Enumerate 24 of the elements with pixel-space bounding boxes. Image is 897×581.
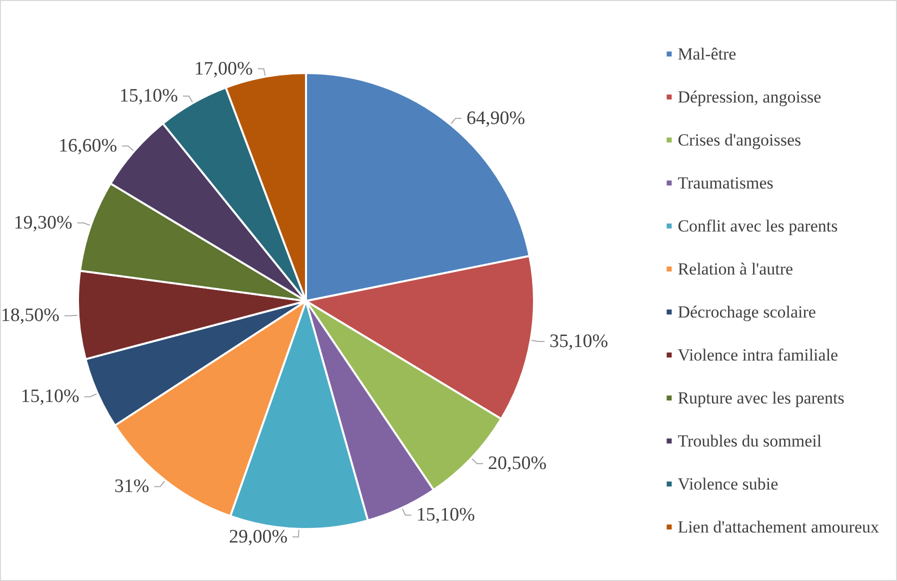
legend-label: Troubles du sommeil <box>678 432 822 450</box>
data-label: 15,10% <box>416 504 476 526</box>
legend-label: Crises d'angoisses <box>678 130 802 150</box>
legend-label: Violence intra familiale <box>678 346 838 364</box>
data-label: 64,90% <box>466 108 526 129</box>
legend-label: Lien d'attachement amoureux <box>678 518 880 536</box>
legend-label: Mal-être <box>678 44 736 64</box>
data-label: 15,10% <box>20 386 80 408</box>
data-label: 18,50% <box>0 305 60 326</box>
legend-label: Traumatismes <box>678 174 774 192</box>
data-label: 35,10% <box>550 330 608 352</box>
data-label: 19,30% <box>14 212 72 234</box>
legend-label: Décrochage scolaire <box>678 302 816 322</box>
legend-label: Rupture avec les parents <box>678 388 844 408</box>
data-label: 16,60% <box>58 135 118 156</box>
data-label: 17,00% <box>194 58 253 80</box>
data-label: 20,50% <box>488 453 547 474</box>
data-label: 15,10% <box>119 86 178 107</box>
legend-label: Conflit avec les parents <box>678 216 838 236</box>
legend-label: Relation à l'autre <box>678 260 794 278</box>
legend-label: Violence subie <box>678 474 778 494</box>
data-label: 29,00% <box>228 526 288 548</box>
data-label: 31% <box>114 476 150 498</box>
legend-label: Dépression, angoisse <box>678 88 822 106</box>
